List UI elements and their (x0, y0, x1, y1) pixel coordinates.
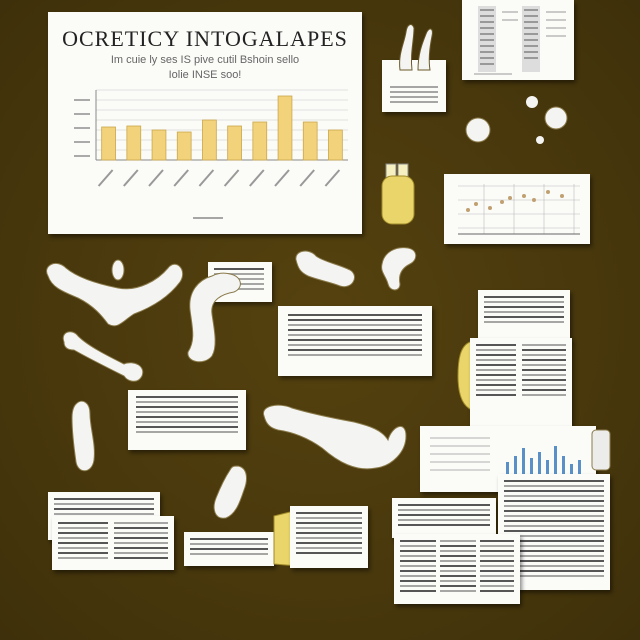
bar (151, 129, 167, 161)
text-document (278, 306, 432, 376)
bar (202, 119, 217, 161)
x-tick-mark (274, 169, 290, 187)
bar (126, 125, 142, 161)
x-tick-mark (198, 169, 215, 187)
scatter-chart (458, 184, 580, 235)
bone-shape (591, 429, 611, 471)
document-sheet (392, 498, 496, 538)
text-document (128, 390, 246, 450)
top-document (462, 0, 574, 80)
bar (101, 126, 116, 161)
poster-subtitle: Im cuie ly ses IS pive cutil Bshoin sell… (110, 54, 300, 66)
bar (252, 121, 268, 161)
bone-shape (46, 259, 184, 327)
bone-shape (399, 24, 433, 71)
bone-shape (262, 404, 407, 470)
bone-shape (187, 272, 241, 363)
document-sheet (290, 506, 368, 568)
document-sheet (184, 532, 274, 566)
note-card (382, 60, 446, 112)
document-sheet (478, 290, 570, 342)
main-poster: OCRETICY INTOGALAPES Im cuie ly ses IS p… (48, 12, 362, 234)
bar (227, 125, 242, 161)
document-sheet (394, 534, 520, 604)
x-tick-mark (249, 169, 265, 187)
bar (328, 129, 343, 161)
column-table-icon (474, 6, 566, 75)
scatter-document (444, 174, 590, 244)
tooth-shape (295, 250, 355, 288)
x-tick-mark (148, 169, 164, 187)
x-tick-mark (223, 169, 240, 187)
bar (176, 131, 192, 161)
bone-shape (465, 96, 568, 144)
poster-footnote (193, 217, 223, 222)
poster-subtitle-2: Iolie INSE soo! (168, 69, 242, 81)
bone-shape (62, 331, 144, 382)
poster-title: OCRETICY INTOGALAPES (62, 26, 348, 51)
yellow-jar (381, 163, 415, 225)
document-sheet (52, 516, 174, 570)
x-tick-mark (324, 169, 341, 187)
bar-chart (74, 89, 348, 187)
x-tick-mark (123, 169, 139, 187)
tooth-shape (381, 247, 417, 291)
bar (277, 95, 293, 161)
bar (302, 121, 318, 161)
document-sheet (470, 338, 572, 426)
x-tick-mark (299, 169, 315, 187)
tooth-shape (213, 465, 247, 519)
x-tick-mark (173, 169, 189, 187)
tooth-shape (71, 400, 95, 472)
x-tick-mark (97, 169, 114, 187)
